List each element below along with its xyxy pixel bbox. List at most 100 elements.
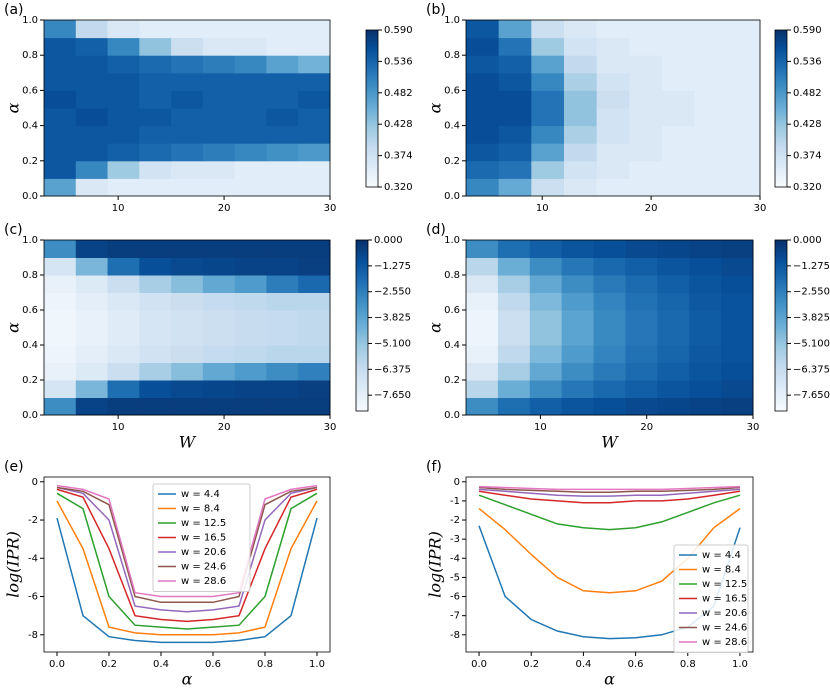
heatmap-cell <box>564 125 598 144</box>
heatmap-cell <box>202 90 236 109</box>
y-tick-label: -4 <box>450 553 460 564</box>
colorbar-tick-label: −1.275 <box>793 261 830 272</box>
heatmap-cell <box>139 292 172 311</box>
heatmap-cell <box>466 160 500 179</box>
y-tick-label: 0 <box>32 477 38 488</box>
heatmap-cell <box>75 362 109 381</box>
heatmap-cell <box>44 345 77 363</box>
heatmap-cell <box>561 327 595 346</box>
heatmap-cell <box>171 20 204 39</box>
heatmap-cell <box>662 178 696 197</box>
heatmap-cell <box>44 90 77 109</box>
heatmap-cell <box>564 20 598 39</box>
heatmap-cell <box>171 90 204 109</box>
y-tick-label: 0.2 <box>444 156 460 167</box>
heatmap-cell <box>234 240 267 258</box>
heatmap-cell <box>466 72 500 91</box>
heatmap-cell <box>721 397 754 416</box>
heatmap-cell <box>75 160 109 179</box>
colorbar-tick-label: 0.320 <box>384 182 413 193</box>
heatmap-cell <box>564 178 598 197</box>
heatmap-cell <box>139 178 172 197</box>
legend-label: w = 28.6 <box>702 637 747 648</box>
heatmap-cell <box>266 37 299 56</box>
heatmap-cell <box>593 345 626 363</box>
heatmap-cell <box>202 37 236 56</box>
heatmap-cell <box>202 345 236 363</box>
legend-label: w = 20.6 <box>181 547 226 558</box>
heatmap-cell <box>694 108 728 127</box>
heatmap-cell <box>593 257 626 276</box>
heatmap-cell <box>466 292 499 311</box>
legend-label: w = 8.4 <box>702 565 741 576</box>
heatmap-cell <box>75 240 109 258</box>
heatmap-cell <box>593 380 626 398</box>
heatmap-cell <box>107 345 140 363</box>
y-tick-label: -8 <box>28 630 38 641</box>
heatmap-cell <box>662 55 696 74</box>
heatmap-cell <box>298 362 331 381</box>
x-axis-label: α <box>182 670 193 689</box>
heatmap-cell <box>44 292 77 311</box>
heatmap-cell <box>531 55 565 74</box>
legend-label: w = 24.6 <box>181 562 226 573</box>
heatmap-cell <box>721 310 754 328</box>
y-tick-label: -6 <box>28 592 38 603</box>
heatmap-cell <box>498 20 532 39</box>
heatmap-cell <box>529 257 563 276</box>
heatmap-cell <box>107 240 140 258</box>
legend-box <box>152 483 251 592</box>
heatmap-cell <box>171 143 204 162</box>
x-tick-label: 20 <box>218 203 231 214</box>
y-axis-label: α <box>4 102 23 113</box>
heatmap-cell <box>529 345 563 363</box>
x-tick-label: 0.2 <box>101 659 117 670</box>
legend-label: w = 20.6 <box>702 608 747 619</box>
heatmap-cell <box>529 240 563 258</box>
heatmap-cell <box>234 327 267 346</box>
heatmap-cell <box>564 143 598 162</box>
x-tick-label: 0.4 <box>153 659 169 670</box>
heatmap-cell <box>234 72 267 91</box>
heatmap-cell <box>498 37 532 56</box>
heatmap-cell <box>662 143 696 162</box>
heatmap-cell <box>107 275 140 293</box>
heatmap-cell <box>202 327 236 346</box>
panel-title: (b) <box>426 2 446 18</box>
x-tick-label: 0.8 <box>257 659 273 670</box>
heatmap-cell <box>202 362 236 381</box>
heatmap-cell <box>266 397 299 416</box>
heatmap-cell <box>498 72 532 91</box>
heatmap-cell <box>234 143 267 162</box>
y-axis-label: log(IPR) <box>426 531 445 598</box>
colorbar-tick-label: 0.428 <box>384 119 413 130</box>
heatmap-cell <box>466 397 499 416</box>
y-tick-label: 0.8 <box>444 50 460 61</box>
series-line <box>56 517 318 644</box>
heatmap-cell <box>75 397 109 416</box>
legend-box <box>673 544 749 653</box>
series-line <box>56 500 318 636</box>
heatmap-cell <box>107 397 140 416</box>
x-tick-label: 0.2 <box>523 659 539 670</box>
heatmap-cell <box>171 327 204 346</box>
heatmap-cell <box>44 37 77 56</box>
heatmap-cell <box>298 397 331 416</box>
heatmap-cell <box>234 310 267 328</box>
heatmap-cell <box>657 345 690 363</box>
heatmap-cell <box>721 292 754 311</box>
heatmap-cell <box>498 108 532 127</box>
heatmap-cell <box>721 240 754 258</box>
panel-title: (e) <box>4 459 24 475</box>
heatmap-cell <box>171 160 204 179</box>
series-line <box>56 488 318 623</box>
y-tick-label: 0.4 <box>22 121 38 132</box>
heatmap-cell <box>657 257 690 276</box>
heatmap-cell <box>75 72 109 91</box>
heatmap-cell <box>561 397 595 416</box>
y-tick-label: 0.6 <box>444 305 460 316</box>
heatmap-cell <box>694 90 728 109</box>
heatmap-cell <box>529 292 563 311</box>
colorbar-tick-label: −2.550 <box>793 287 830 298</box>
heatmap-cell <box>107 310 140 328</box>
